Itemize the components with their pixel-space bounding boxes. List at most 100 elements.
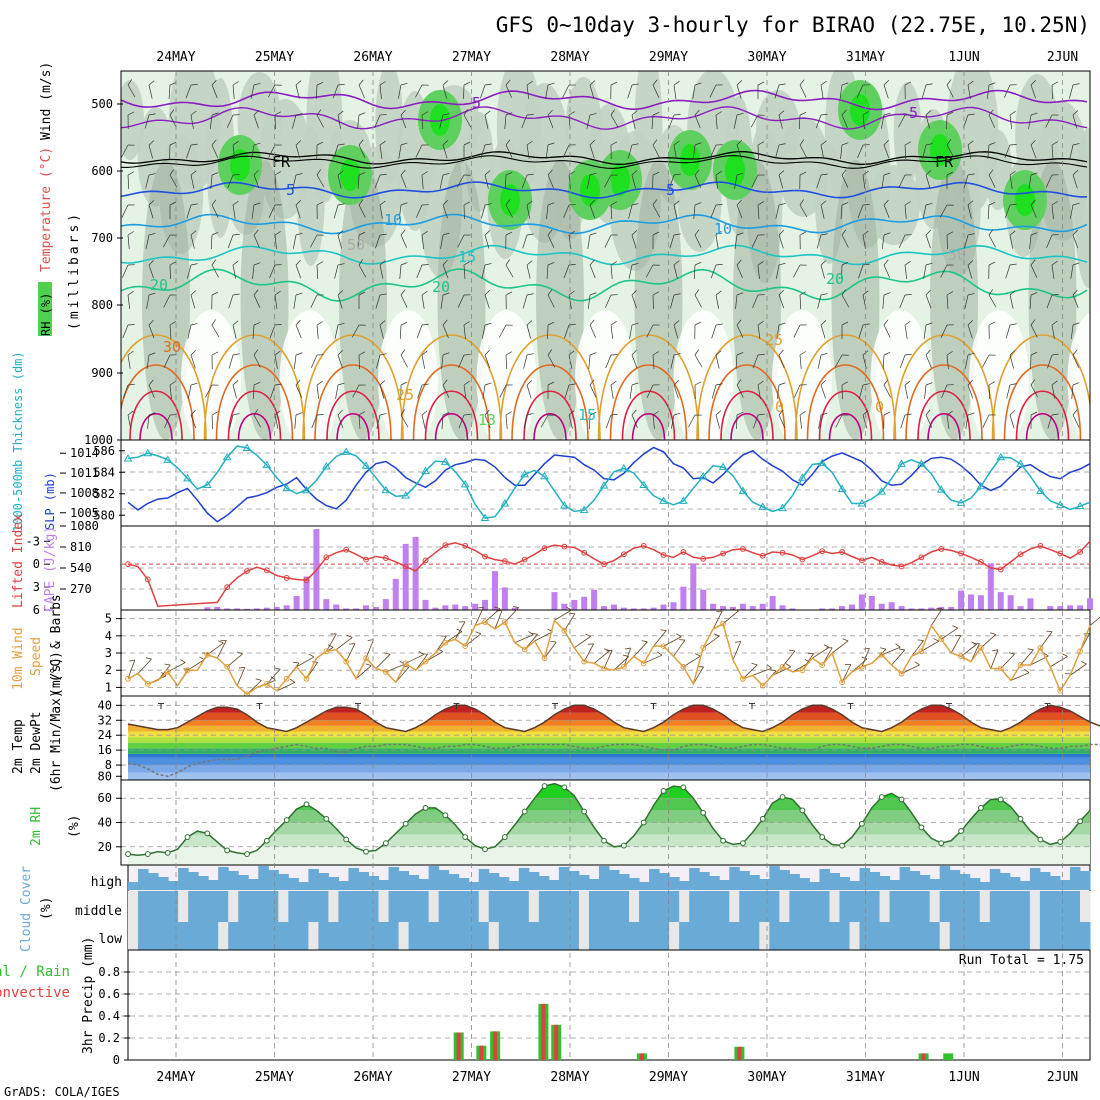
cloud-cell-middle — [488, 891, 500, 922]
wind10m-barb — [574, 633, 591, 649]
wind-barb — [1072, 229, 1079, 249]
cloud-cell-high — [859, 868, 871, 890]
rh-shade — [536, 160, 584, 440]
rh2m-point — [402, 820, 409, 827]
wind-barb — [778, 349, 785, 369]
cloud-cell-low — [1009, 922, 1021, 950]
rh2m-point — [482, 846, 488, 853]
temperature-contour — [424, 390, 479, 440]
wind-barb — [694, 289, 702, 308]
cloud-cell-low — [809, 922, 820, 950]
contour-label: 0 — [875, 398, 884, 416]
wind-barb — [127, 171, 135, 189]
wind10m-barb — [911, 639, 924, 657]
rh2m-point — [601, 837, 607, 844]
wind-barb — [904, 201, 911, 219]
wind-barb — [631, 409, 638, 429]
wind-barb — [751, 174, 765, 188]
wind-barb — [227, 233, 240, 249]
slp-point — [1036, 486, 1045, 494]
wind-barb — [670, 412, 681, 429]
tick-label: 584 — [93, 465, 115, 479]
lifted-index-line — [127, 540, 1091, 607]
wind-barb — [253, 289, 261, 308]
wind-barb — [442, 379, 450, 398]
wind-barb — [379, 320, 386, 339]
wind-barb — [899, 294, 912, 309]
wind10m-barb — [1069, 661, 1087, 676]
lifted-index-point — [997, 566, 1004, 573]
cloud-cell-middle — [969, 891, 981, 922]
cloud-cell-middle — [468, 891, 480, 922]
cloud-cell-low — [168, 922, 179, 950]
wind-barb — [750, 114, 765, 128]
wind-speed-point — [164, 669, 171, 675]
wind-barb — [736, 80, 743, 99]
cloud-cell-low — [338, 922, 349, 950]
cape-bar — [561, 603, 568, 610]
cape-bar — [710, 603, 717, 610]
wind10m-barb — [1050, 653, 1068, 668]
cloud-cell-middle — [308, 891, 319, 922]
wind-speed-point — [382, 669, 389, 675]
cape-bar — [620, 607, 627, 610]
wind-barb — [589, 140, 596, 159]
date-label-bottom: 27MAY — [452, 1070, 491, 1085]
contour-label: 10 — [384, 211, 402, 229]
wind-barb — [793, 264, 807, 278]
cloud-cell-middle — [248, 891, 259, 922]
wind-barb — [274, 290, 281, 309]
wind-barb — [358, 351, 366, 370]
wind10m-barb — [494, 609, 503, 630]
cloud-cell-middle — [1049, 891, 1061, 922]
wind-barb — [505, 139, 513, 158]
wind-barb — [333, 143, 345, 159]
temperature-contour — [121, 181, 1088, 199]
wind-barb — [631, 170, 638, 189]
wind-barb — [670, 353, 681, 369]
cloud-cell-low — [398, 922, 410, 950]
wind10m-barb — [1000, 652, 1015, 669]
wind-barb — [834, 354, 849, 368]
wind-barb — [673, 80, 680, 99]
wind-barb — [693, 261, 702, 279]
wind-speed-point — [422, 658, 429, 665]
wind-barb — [840, 142, 849, 159]
wind-barb — [604, 174, 618, 188]
temperature-contour — [696, 334, 798, 440]
wind-barb — [669, 233, 681, 249]
slp-point — [877, 487, 887, 495]
wind-speed-point — [303, 675, 310, 682]
cloud-cell-high — [799, 878, 810, 890]
wind10m-barb — [712, 610, 723, 630]
wind-barb — [316, 141, 324, 160]
wind-barb — [121, 144, 135, 158]
lifted-index-point — [581, 549, 588, 556]
cape-bar — [353, 608, 360, 610]
cape-bar — [977, 595, 984, 610]
cloud-cell-middle — [619, 891, 630, 922]
wind-barb — [253, 229, 260, 249]
rh2m-point — [938, 840, 945, 847]
cloud-cell-middle — [368, 891, 380, 922]
cloud-cell-high — [939, 866, 951, 890]
slp-point — [857, 499, 867, 507]
wind-barb — [379, 380, 386, 399]
wind-barb — [631, 349, 638, 369]
rh-shade — [870, 310, 931, 440]
cloud-cell-middle — [418, 891, 430, 922]
wind-barb — [526, 200, 533, 219]
temp-color-band — [128, 731, 1090, 738]
cloud-cell-low — [669, 922, 680, 950]
cloud-cell-middle — [388, 891, 400, 922]
wind-barb — [629, 382, 639, 399]
tick-label: 0.6 — [98, 987, 120, 1001]
cloud-cell-middle — [919, 891, 931, 922]
slp-point — [599, 481, 609, 489]
date-label-bottom: 24MAY — [156, 1070, 195, 1085]
cape-bar — [452, 604, 459, 610]
temperature-contour — [121, 150, 1088, 165]
wind-barb — [146, 292, 156, 309]
contour-label: 20 — [826, 270, 844, 288]
wind10m-barb — [296, 653, 315, 668]
